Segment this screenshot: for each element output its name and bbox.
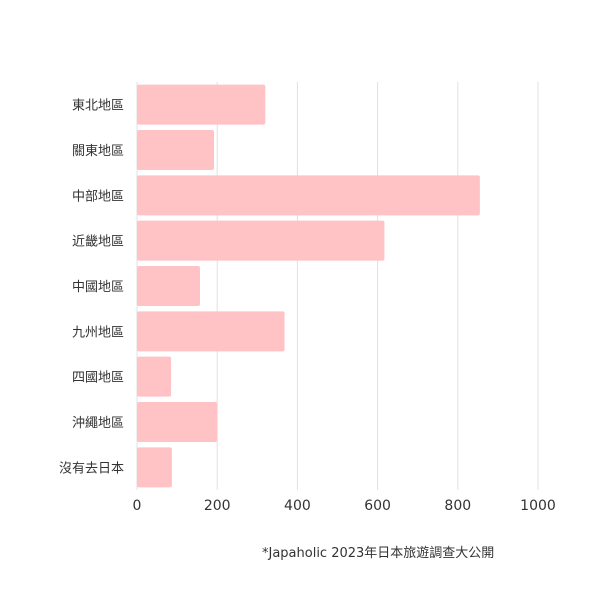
source-footnote: *Japaholic 2023年日本旅遊調查大公開 xyxy=(262,546,495,561)
category-label: 沒有去日本 xyxy=(59,461,124,476)
bar-3 xyxy=(137,175,480,216)
x-tick-label: 0 xyxy=(133,498,142,514)
bar-6 xyxy=(137,311,285,352)
category-label: 沖繩地區 xyxy=(72,416,124,431)
bar-1 xyxy=(137,84,266,125)
bar-4 xyxy=(137,220,385,261)
bar-7 xyxy=(137,356,172,397)
category-label: 東北地區 xyxy=(72,98,124,114)
bar-5 xyxy=(137,266,200,306)
bar-2 xyxy=(137,130,214,170)
x-tick-labels: 0 200 400 600 800 1000 xyxy=(133,498,556,514)
bars xyxy=(137,84,480,488)
x-tick-label: 400 xyxy=(284,498,311,514)
x-tick-label: 200 xyxy=(204,498,231,514)
bar-8 xyxy=(137,402,218,442)
category-label: 近畿地區 xyxy=(72,235,124,250)
x-tick-label: 1000 xyxy=(520,498,556,514)
x-tick-label: 600 xyxy=(364,498,391,514)
bar-9 xyxy=(137,447,172,488)
category-label: 關東地區 xyxy=(72,143,124,159)
x-tick-label: 800 xyxy=(444,498,471,514)
category-label: 中國地區 xyxy=(72,280,124,295)
category-label: 九州地區 xyxy=(72,325,124,340)
category-label: 四國地區 xyxy=(72,371,124,386)
category-label: 中部地區 xyxy=(72,189,124,204)
